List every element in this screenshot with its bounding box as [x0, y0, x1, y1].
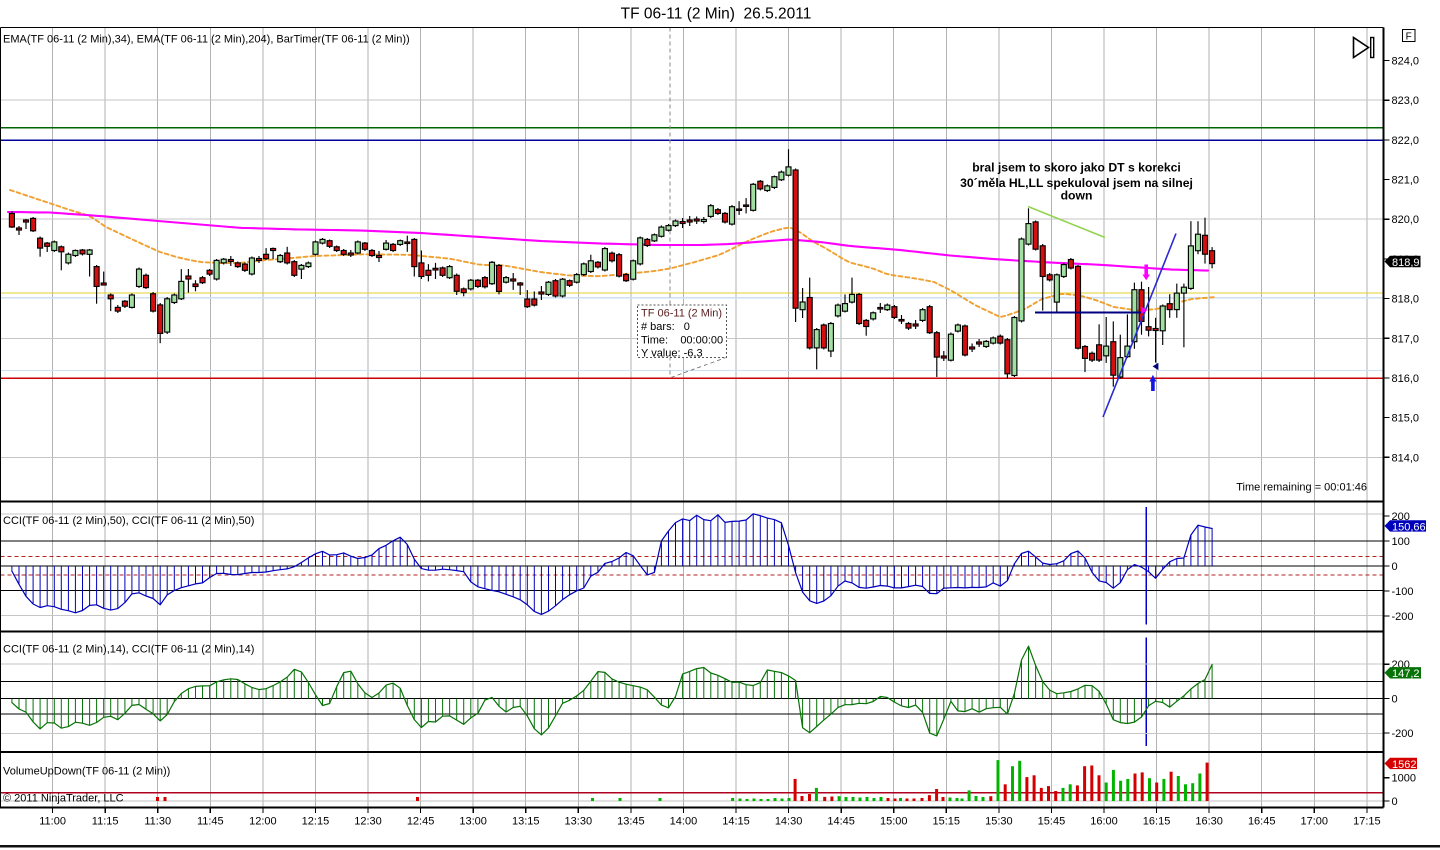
svg-text:12:45: 12:45 [407, 816, 435, 828]
svg-text:16:15: 16:15 [1143, 816, 1171, 828]
svg-text:14:45: 14:45 [827, 816, 855, 828]
svg-text:bral jsem to skoro jako DT s k: bral jsem to skoro jako DT s korekci [972, 161, 1181, 175]
svg-text:814,0: 814,0 [1392, 452, 1420, 464]
svg-text:16:30: 16:30 [1195, 816, 1223, 828]
svg-text:200: 200 [1392, 511, 1410, 523]
svg-text:818,0: 818,0 [1392, 294, 1420, 306]
svg-text:13:45: 13:45 [617, 816, 645, 828]
svg-text:14:30: 14:30 [775, 816, 803, 828]
svg-text:13:15: 13:15 [512, 816, 540, 828]
svg-text:13:30: 13:30 [565, 816, 593, 828]
svg-text:823,0: 823,0 [1392, 95, 1420, 107]
svg-text:11:15: 11:15 [92, 816, 119, 828]
svg-text:CCI(TF 06-11 (2 Min),14), CCI(: CCI(TF 06-11 (2 Min),14), CCI(TF 06-11 (… [3, 644, 254, 656]
svg-text:16:45: 16:45 [1248, 816, 1276, 828]
svg-text:-200: -200 [1392, 728, 1414, 740]
svg-text:down: down [1061, 189, 1093, 203]
svg-text:12:00: 12:00 [249, 816, 277, 828]
svg-text:TF 06-11 (2 Min) 26.5.2011: TF 06-11 (2 Min) 26.5.2011 [621, 6, 812, 23]
svg-text:15:15: 15:15 [933, 816, 961, 828]
svg-text:TF 06-11 (2 Min): TF 06-11 (2 Min) [641, 308, 722, 320]
svg-text:816,0: 816,0 [1392, 373, 1420, 385]
svg-text:15:00: 15:00 [880, 816, 908, 828]
svg-text:100: 100 [1392, 536, 1410, 548]
svg-text:17:00: 17:00 [1301, 816, 1329, 828]
svg-text:11:30: 11:30 [144, 816, 171, 828]
svg-text:12:30: 12:30 [354, 816, 382, 828]
svg-text:© 2011 NinjaTrader, LLC: © 2011 NinjaTrader, LLC [3, 793, 124, 805]
svg-text:0: 0 [1392, 796, 1398, 808]
svg-text:147,2: 147,2 [1392, 668, 1420, 680]
svg-text:818,9: 818,9 [1392, 257, 1420, 269]
svg-text:14:00: 14:00 [670, 816, 698, 828]
svg-text:12:15: 12:15 [302, 816, 330, 828]
svg-text:14:15: 14:15 [722, 816, 750, 828]
svg-text:-200: -200 [1392, 611, 1414, 623]
svg-text:16:00: 16:00 [1090, 816, 1118, 828]
svg-text:EMA(TF 06-11 (2 Min),34), EMA(: EMA(TF 06-11 (2 Min),34), EMA(TF 06-11 (… [3, 34, 410, 46]
svg-text:0: 0 [1392, 561, 1398, 573]
svg-text:13:00: 13:00 [459, 816, 487, 828]
svg-text:VolumeUpDown(TF 06-11 (2 Min)): VolumeUpDown(TF 06-11 (2 Min)) [3, 766, 170, 778]
svg-text:1562: 1562 [1392, 759, 1416, 771]
svg-text:F: F [1406, 32, 1412, 43]
svg-text:1000: 1000 [1392, 773, 1416, 785]
svg-text:30´měla HL,LL spekuloval jsem: 30´měla HL,LL spekuloval jsem na silnej [960, 176, 1193, 190]
svg-text:820,0: 820,0 [1392, 214, 1420, 226]
svg-text:15:45: 15:45 [1038, 816, 1066, 828]
svg-text:817,0: 817,0 [1392, 333, 1420, 345]
svg-text:# bars: 0: # bars: 0 [641, 321, 690, 333]
svg-text:Time remaining = 00:01:46: Time remaining = 00:01:46 [1236, 482, 1367, 494]
svg-text:821,0: 821,0 [1392, 175, 1420, 187]
svg-text:11:45: 11:45 [197, 816, 224, 828]
svg-text:815,0: 815,0 [1392, 413, 1420, 425]
svg-text:824,0: 824,0 [1392, 56, 1420, 68]
svg-text:Time: 00:00:00: Time: 00:00:00 [641, 335, 723, 347]
svg-text:822,0: 822,0 [1392, 135, 1420, 147]
svg-text:-100: -100 [1392, 586, 1414, 598]
svg-text:Y value: -6,3: Y value: -6,3 [641, 348, 703, 360]
svg-text:CCI(TF 06-11 (2 Min),50), CCI(: CCI(TF 06-11 (2 Min),50), CCI(TF 06-11 (… [3, 515, 254, 527]
svg-text:0: 0 [1392, 694, 1398, 706]
svg-text:15:30: 15:30 [985, 816, 1013, 828]
svg-text:150,66: 150,66 [1392, 521, 1426, 533]
svg-text:17:15: 17:15 [1353, 816, 1381, 828]
svg-text:11:00: 11:00 [39, 816, 66, 828]
